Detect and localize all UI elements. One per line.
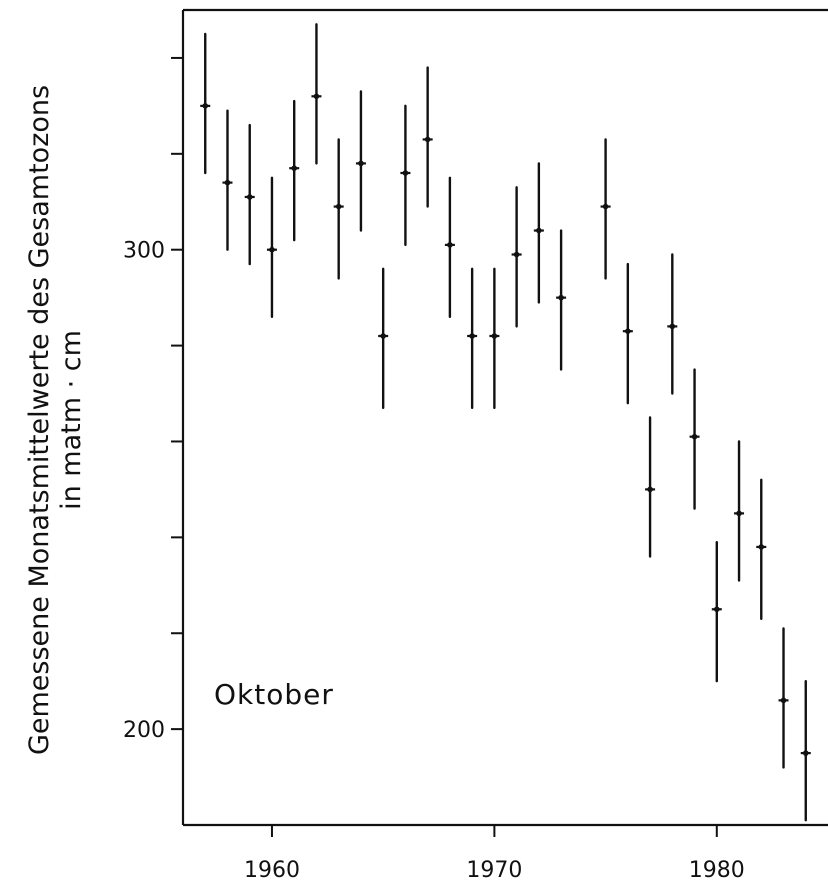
point-dot-1976 — [625, 328, 631, 335]
data-point-1958 — [222, 109, 233, 251]
y-tick-label-300: 300 — [123, 239, 165, 264]
data-point-1963 — [333, 138, 344, 280]
data-point-1984 — [800, 679, 811, 822]
data-point-1981 — [734, 440, 745, 582]
y-axis-title-line-1: Gemessene Monatsmittelwerte des Gesamtoz… — [24, 85, 55, 755]
data-point-1969 — [467, 267, 478, 410]
point-dot-1969 — [469, 333, 475, 339]
data-point-1982 — [756, 478, 767, 621]
point-dot-1977 — [647, 486, 653, 493]
point-dot-1962 — [313, 93, 320, 100]
data-point-1976 — [622, 262, 633, 405]
point-dot-1980 — [713, 606, 720, 613]
data-point-1973 — [556, 229, 567, 371]
data-point-1971 — [511, 186, 522, 328]
point-dot-1963 — [335, 203, 342, 210]
point-dot-1973 — [558, 294, 564, 301]
x-tick-label-1970: 1970 — [466, 858, 522, 883]
data-point-1967 — [422, 66, 433, 208]
data-point-1975 — [600, 138, 611, 280]
point-dot-1964 — [358, 160, 364, 167]
data-point-1979 — [689, 368, 700, 510]
point-dot-1958 — [224, 179, 231, 186]
data-point-1983 — [778, 627, 789, 769]
data-point-1965 — [378, 267, 389, 410]
data-point-1980 — [711, 540, 722, 683]
x-tick-label-1960: 1960 — [244, 858, 300, 883]
y-axis-title-group: Gemessene Monatsmittelwerte des Gesamtoz… — [24, 85, 87, 755]
x-tick-label-1980: 1980 — [689, 858, 745, 883]
point-dot-1957 — [202, 103, 209, 109]
data-point-1966 — [400, 104, 411, 247]
data-point-1970 — [489, 267, 500, 410]
point-dot-1970 — [491, 333, 498, 339]
point-dot-1983 — [780, 697, 787, 704]
data-point-1977 — [645, 416, 656, 558]
point-dot-1960 — [269, 246, 275, 253]
point-dot-1966 — [402, 170, 409, 176]
data-point-1960 — [266, 176, 277, 319]
point-dot-1972 — [536, 227, 542, 234]
chart-axes — [181, 8, 828, 827]
point-dot-1961 — [291, 165, 298, 172]
point-dot-1968 — [447, 242, 453, 248]
tick-marks — [171, 56, 718, 837]
point-dot-1982 — [758, 544, 765, 550]
y-axis-title-line-2: in matm · cm — [56, 330, 87, 510]
point-dot-1984 — [802, 750, 809, 756]
data-point-1959 — [244, 123, 255, 266]
y-tick-label-200: 200 — [123, 718, 165, 743]
data-point-1961 — [289, 99, 300, 242]
point-dot-1967 — [424, 136, 431, 143]
point-dot-1981 — [736, 510, 742, 517]
data-point-1957 — [200, 32, 211, 175]
month-annotation: Oktober — [214, 678, 334, 711]
tick-labels: 1960 1970 1980 200 300 — [123, 239, 745, 883]
data-point-1968 — [444, 176, 455, 319]
data-point-1978 — [667, 253, 678, 395]
point-dot-1971 — [513, 251, 520, 258]
point-dot-1965 — [380, 333, 386, 339]
data-point-1962 — [311, 23, 322, 165]
point-dot-1978 — [669, 323, 676, 330]
data-point-1972 — [533, 162, 544, 304]
data-point-1964 — [355, 90, 366, 232]
point-dot-1959 — [246, 194, 253, 200]
data-points — [200, 23, 811, 822]
point-dot-1979 — [691, 433, 698, 440]
point-dot-1975 — [602, 203, 609, 210]
